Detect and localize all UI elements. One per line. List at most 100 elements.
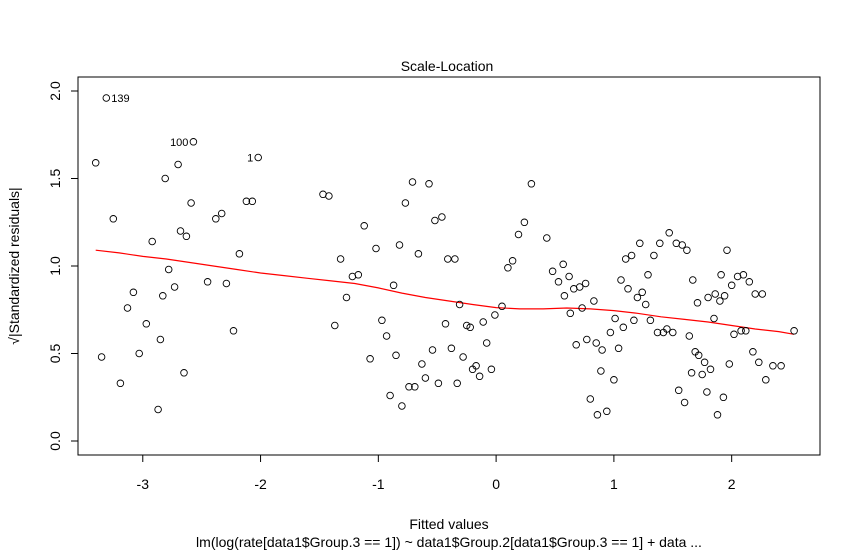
- x-tick-label: -3: [137, 476, 150, 492]
- data-point: [116, 379, 125, 388]
- point-label: 139: [111, 93, 129, 105]
- data-point: [716, 297, 724, 305]
- data-point: [710, 314, 718, 323]
- data-point: [508, 257, 517, 265]
- data-point: [520, 218, 529, 227]
- data-point: [161, 174, 169, 183]
- data-point: [342, 293, 351, 302]
- data-point: [434, 379, 443, 388]
- data-point: [644, 271, 652, 279]
- data-point: [586, 395, 595, 403]
- data-point: [683, 246, 691, 254]
- data-point: [189, 138, 198, 146]
- data-point: [598, 346, 606, 354]
- data-point: [593, 411, 602, 419]
- data-point: [581, 279, 590, 288]
- data-point: [630, 316, 638, 325]
- data-point: [354, 271, 363, 279]
- data-point: [575, 283, 584, 291]
- plot-frame: [77, 76, 821, 456]
- data-point: [745, 278, 754, 286]
- data-point: [749, 348, 757, 356]
- data-point: [514, 230, 523, 239]
- data-point: [414, 250, 423, 258]
- data-point: [554, 278, 563, 286]
- data-point: [212, 215, 220, 223]
- data-point: [698, 370, 706, 379]
- data-point: [742, 327, 750, 335]
- data-point: [769, 362, 777, 370]
- data-point: [627, 251, 636, 260]
- point-label: 1: [247, 153, 253, 165]
- data-point: [487, 365, 496, 374]
- data-point: [725, 360, 734, 368]
- data-point: [336, 255, 345, 263]
- data-point: [123, 304, 132, 312]
- data-point: [174, 160, 182, 169]
- data-point: [572, 341, 580, 349]
- model-formula-subtitle: lm(log(rate[data1$Group.3 == 1]) ~ data1…: [196, 534, 702, 550]
- data-point: [142, 320, 151, 328]
- data-point: [325, 192, 333, 200]
- data-point: [548, 267, 557, 276]
- data-point: [703, 388, 711, 396]
- data-point: [453, 379, 461, 388]
- data-point: [560, 292, 569, 300]
- data-point: [248, 197, 257, 206]
- data-point: [428, 346, 437, 354]
- data-point: [401, 199, 410, 207]
- data-point: [462, 321, 471, 330]
- data-point: [187, 199, 195, 207]
- data-point: [170, 283, 179, 291]
- data-point: [398, 402, 406, 410]
- data-point: [386, 391, 394, 400]
- data-point: [755, 358, 763, 367]
- data-point: [527, 180, 536, 188]
- y-tick-label: 2.0: [47, 81, 63, 101]
- data-point: [624, 285, 632, 293]
- y-tick-label: 0.5: [47, 344, 63, 364]
- data-point: [109, 215, 118, 223]
- data-point: [455, 300, 464, 309]
- data-points: 139 100 1: [91, 93, 798, 419]
- data-point: [491, 311, 499, 319]
- data-point: [504, 264, 512, 272]
- x-axis-label: Fitted values: [409, 516, 488, 532]
- data-point: [590, 297, 598, 305]
- data-point: [372, 244, 380, 253]
- data-point: [203, 278, 212, 286]
- data-point: [366, 355, 374, 363]
- data-point: [650, 251, 658, 260]
- data-point: [611, 314, 619, 323]
- data-point: [713, 411, 722, 419]
- data-point: [382, 332, 391, 340]
- data-point: [656, 239, 664, 248]
- data-point: [693, 299, 702, 307]
- data-point: [706, 365, 715, 374]
- data-point: [646, 316, 655, 325]
- data-point: [418, 360, 426, 368]
- data-point: [641, 300, 650, 309]
- data-point: [723, 246, 731, 254]
- data-point: [102, 94, 111, 102]
- data-point: [331, 321, 339, 330]
- data-point: [606, 328, 615, 337]
- data-point: [360, 222, 368, 230]
- loess-smooth-line: [95, 249, 795, 335]
- data-point: [619, 323, 628, 332]
- data-point: [663, 325, 671, 333]
- x-tick-label: 2: [728, 476, 736, 492]
- data-point: [777, 362, 785, 370]
- data-point: [389, 281, 398, 290]
- data-point: [378, 316, 386, 325]
- x-tick-label: -2: [254, 476, 267, 492]
- chart-title: Scale-Location: [401, 58, 494, 74]
- x-tick-label: 0: [492, 476, 500, 492]
- data-point: [636, 239, 644, 248]
- data-point: [235, 250, 244, 258]
- data-point: [472, 362, 480, 370]
- data-point: [719, 393, 728, 402]
- y-tick-label: 0.0: [47, 431, 63, 451]
- data-point: [498, 302, 506, 311]
- data-point: [444, 255, 452, 263]
